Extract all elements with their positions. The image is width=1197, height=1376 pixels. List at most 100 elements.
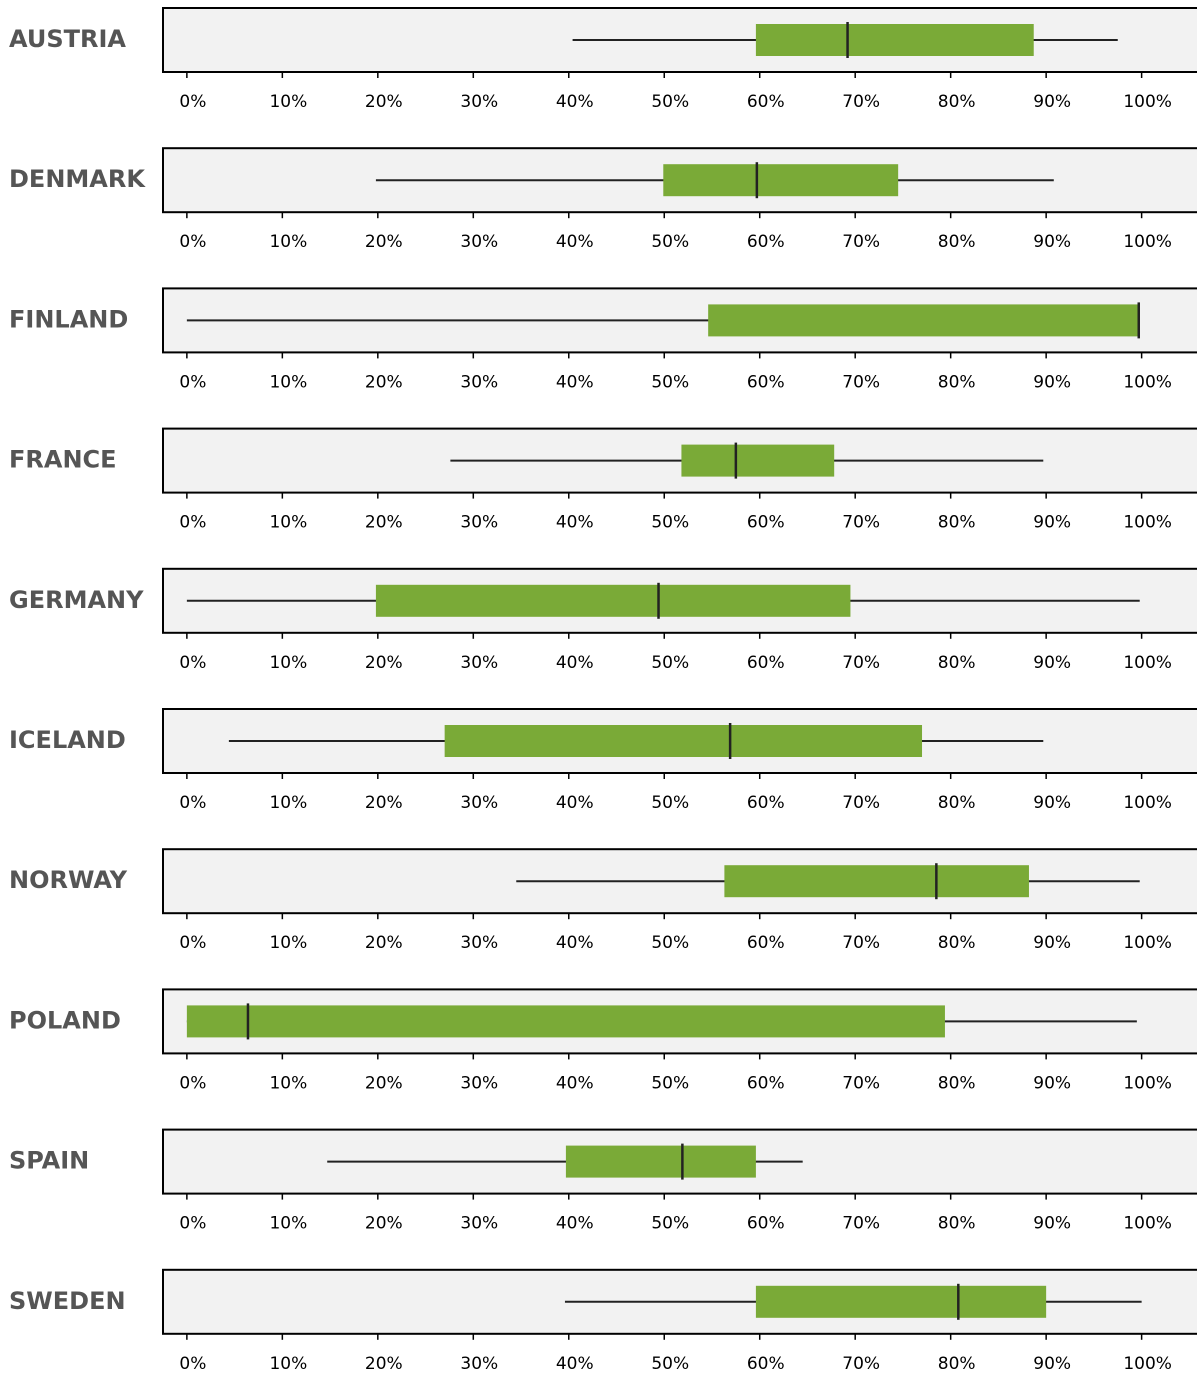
x-tick-label: 70% bbox=[842, 372, 880, 392]
box bbox=[186, 1005, 945, 1038]
x-tick-label: 40% bbox=[556, 372, 594, 392]
x-tick-label: 10% bbox=[269, 232, 307, 252]
x-tick-label: 60% bbox=[747, 1354, 785, 1374]
x-tick-label: 20% bbox=[365, 1214, 403, 1234]
x-tick-label: 10% bbox=[269, 1354, 307, 1374]
x-tick-label: 0% bbox=[179, 793, 206, 813]
x-tick-label: 60% bbox=[747, 92, 785, 112]
x-tick-label: 50% bbox=[651, 793, 689, 813]
x-tick-label: 20% bbox=[365, 372, 403, 392]
x-tick-label: 100% bbox=[1123, 372, 1172, 392]
x-tick-label: 70% bbox=[842, 232, 880, 252]
x-tick-label: 90% bbox=[1033, 793, 1071, 813]
x-tick-label: 0% bbox=[179, 372, 206, 392]
x-tick-label: 60% bbox=[747, 372, 785, 392]
x-tick-label: 40% bbox=[556, 1214, 594, 1234]
x-tick-label: 0% bbox=[179, 1214, 206, 1234]
x-tick-label: 60% bbox=[747, 933, 785, 953]
x-tick-label: 100% bbox=[1123, 232, 1172, 252]
x-tick-label: 40% bbox=[556, 92, 594, 112]
country-label: POLAND bbox=[9, 1006, 121, 1034]
x-tick-label: 30% bbox=[460, 1354, 498, 1374]
x-tick-label: 60% bbox=[747, 793, 785, 813]
box bbox=[724, 865, 1029, 898]
box bbox=[565, 1145, 756, 1178]
x-tick-label: 60% bbox=[747, 232, 785, 252]
x-tick-label: 50% bbox=[651, 1354, 689, 1374]
box bbox=[708, 304, 1139, 337]
x-tick-label: 40% bbox=[556, 232, 594, 252]
x-tick-label: 80% bbox=[938, 1214, 976, 1234]
country-label: FRANCE bbox=[9, 446, 117, 474]
x-tick-label: 0% bbox=[179, 653, 206, 673]
country-label: NORWAY bbox=[9, 866, 128, 894]
x-tick-label: 80% bbox=[938, 793, 976, 813]
x-tick-label: 10% bbox=[269, 793, 307, 813]
x-tick-label: 70% bbox=[842, 92, 880, 112]
x-tick-label: 20% bbox=[365, 1354, 403, 1374]
x-tick-label: 80% bbox=[938, 1073, 976, 1093]
country-label: ICELAND bbox=[9, 726, 126, 754]
x-tick-label: 50% bbox=[651, 232, 689, 252]
x-tick-label: 100% bbox=[1123, 513, 1172, 533]
x-tick-label: 60% bbox=[747, 653, 785, 673]
x-tick-label: 0% bbox=[179, 1354, 206, 1374]
x-tick-label: 20% bbox=[365, 1073, 403, 1093]
x-tick-label: 30% bbox=[460, 232, 498, 252]
x-tick-label: 30% bbox=[460, 793, 498, 813]
country-label: DENMARK bbox=[9, 165, 146, 193]
box bbox=[663, 164, 899, 197]
x-tick-label: 10% bbox=[269, 513, 307, 533]
x-tick-label: 50% bbox=[651, 372, 689, 392]
x-tick-label: 30% bbox=[460, 1214, 498, 1234]
x-tick-label: 80% bbox=[938, 513, 976, 533]
country-label: FINLAND bbox=[9, 305, 128, 333]
x-tick-label: 100% bbox=[1123, 653, 1172, 673]
country-label: AUSTRIA bbox=[9, 25, 126, 53]
x-tick-label: 100% bbox=[1123, 793, 1172, 813]
x-tick-label: 90% bbox=[1033, 653, 1071, 673]
box bbox=[375, 584, 851, 617]
x-tick-label: 90% bbox=[1033, 1073, 1071, 1093]
x-tick-label: 40% bbox=[556, 1073, 594, 1093]
x-tick-label: 100% bbox=[1123, 1214, 1172, 1234]
country-label: SWEDEN bbox=[9, 1287, 126, 1315]
x-tick-label: 50% bbox=[651, 653, 689, 673]
x-tick-label: 0% bbox=[179, 513, 206, 533]
x-tick-label: 90% bbox=[1033, 513, 1071, 533]
x-tick-label: 20% bbox=[365, 933, 403, 953]
x-tick-label: 90% bbox=[1033, 232, 1071, 252]
x-tick-label: 30% bbox=[460, 92, 498, 112]
x-tick-label: 80% bbox=[938, 232, 976, 252]
x-tick-label: 40% bbox=[556, 653, 594, 673]
x-tick-label: 50% bbox=[651, 933, 689, 953]
x-tick-label: 70% bbox=[842, 933, 880, 953]
x-tick-label: 20% bbox=[365, 653, 403, 673]
x-tick-label: 90% bbox=[1033, 92, 1071, 112]
x-tick-label: 60% bbox=[747, 1214, 785, 1234]
x-tick-label: 70% bbox=[842, 1214, 880, 1234]
x-tick-label: 40% bbox=[556, 793, 594, 813]
x-tick-label: 30% bbox=[460, 653, 498, 673]
x-tick-label: 30% bbox=[460, 933, 498, 953]
x-tick-label: 30% bbox=[460, 372, 498, 392]
x-tick-label: 70% bbox=[842, 653, 880, 673]
x-tick-label: 20% bbox=[365, 513, 403, 533]
x-tick-label: 0% bbox=[179, 92, 206, 112]
x-tick-label: 10% bbox=[269, 1073, 307, 1093]
x-tick-label: 30% bbox=[460, 513, 498, 533]
x-tick-label: 0% bbox=[179, 933, 206, 953]
x-tick-label: 40% bbox=[556, 933, 594, 953]
x-tick-label: 0% bbox=[179, 232, 206, 252]
x-tick-label: 100% bbox=[1123, 1073, 1172, 1093]
x-tick-label: 20% bbox=[365, 232, 403, 252]
x-tick-label: 50% bbox=[651, 1073, 689, 1093]
x-tick-label: 50% bbox=[651, 92, 689, 112]
x-tick-label: 90% bbox=[1033, 1354, 1071, 1374]
x-tick-label: 80% bbox=[938, 92, 976, 112]
x-tick-label: 90% bbox=[1033, 372, 1071, 392]
box bbox=[755, 1285, 1047, 1318]
x-tick-label: 100% bbox=[1123, 1354, 1172, 1374]
x-tick-label: 10% bbox=[269, 372, 307, 392]
x-tick-label: 100% bbox=[1123, 933, 1172, 953]
